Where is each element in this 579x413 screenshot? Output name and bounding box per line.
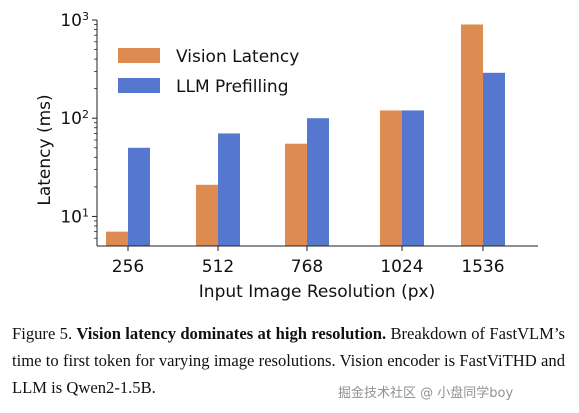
legend-label: Vision Latency [176, 47, 299, 67]
bar-llm-prefilling-1536 [483, 72, 505, 246]
caption-label: Figure 5. [12, 324, 73, 343]
y-tick-label: 102 [60, 108, 89, 130]
bar-vision-latency-1024 [380, 110, 402, 247]
caption-body-text: Breakdown of FastVLM’s time to first tok… [12, 324, 566, 397]
x-tick-label: 512 [202, 257, 234, 277]
watermark-text: 掘金技术社区 @ 小盘同学boy [338, 386, 514, 401]
x-tick-label: 1024 [380, 257, 423, 277]
bar-vision-latency-768 [285, 143, 307, 246]
caption-bold-text: Vision latency dominates at high resolut… [76, 324, 387, 343]
y-ticks: 101 102 103 [60, 10, 97, 239]
y-tick-label: 103 [60, 10, 89, 32]
bar-vision-latency-1536 [461, 24, 483, 247]
bar-vision-latency-256 [106, 231, 128, 246]
x-tick-label: 768 [291, 257, 323, 277]
legend-swatch [118, 78, 160, 93]
y-axis-title: Latency (ms) [35, 94, 55, 205]
x-axis-title: Input Image Resolution (px) [199, 282, 435, 302]
legend: Vision Latency LLM Prefilling [118, 47, 299, 97]
bar-llm-prefilling-768 [307, 118, 329, 246]
bar-vision-latency-512 [196, 184, 218, 246]
legend-label: LLM Prefilling [176, 77, 288, 97]
x-tick-label: 256 [112, 257, 144, 277]
x-ticks: 256 512 768 1024 1536 [112, 246, 505, 277]
figure-caption: Figure 5. Vision latency dominates at hi… [12, 320, 565, 401]
bar-llm-prefilling-256 [128, 147, 150, 246]
bar-llm-prefilling-1024 [402, 110, 424, 247]
bars-group [106, 24, 505, 247]
y-tick-label: 101 [60, 206, 89, 228]
bar-llm-prefilling-512 [218, 133, 240, 246]
bar-chart: 101 102 103 256 512 768 1024 1536 Latency (ms)… [35, 10, 538, 302]
x-tick-label: 1536 [461, 257, 504, 277]
legend-swatch [118, 48, 160, 63]
